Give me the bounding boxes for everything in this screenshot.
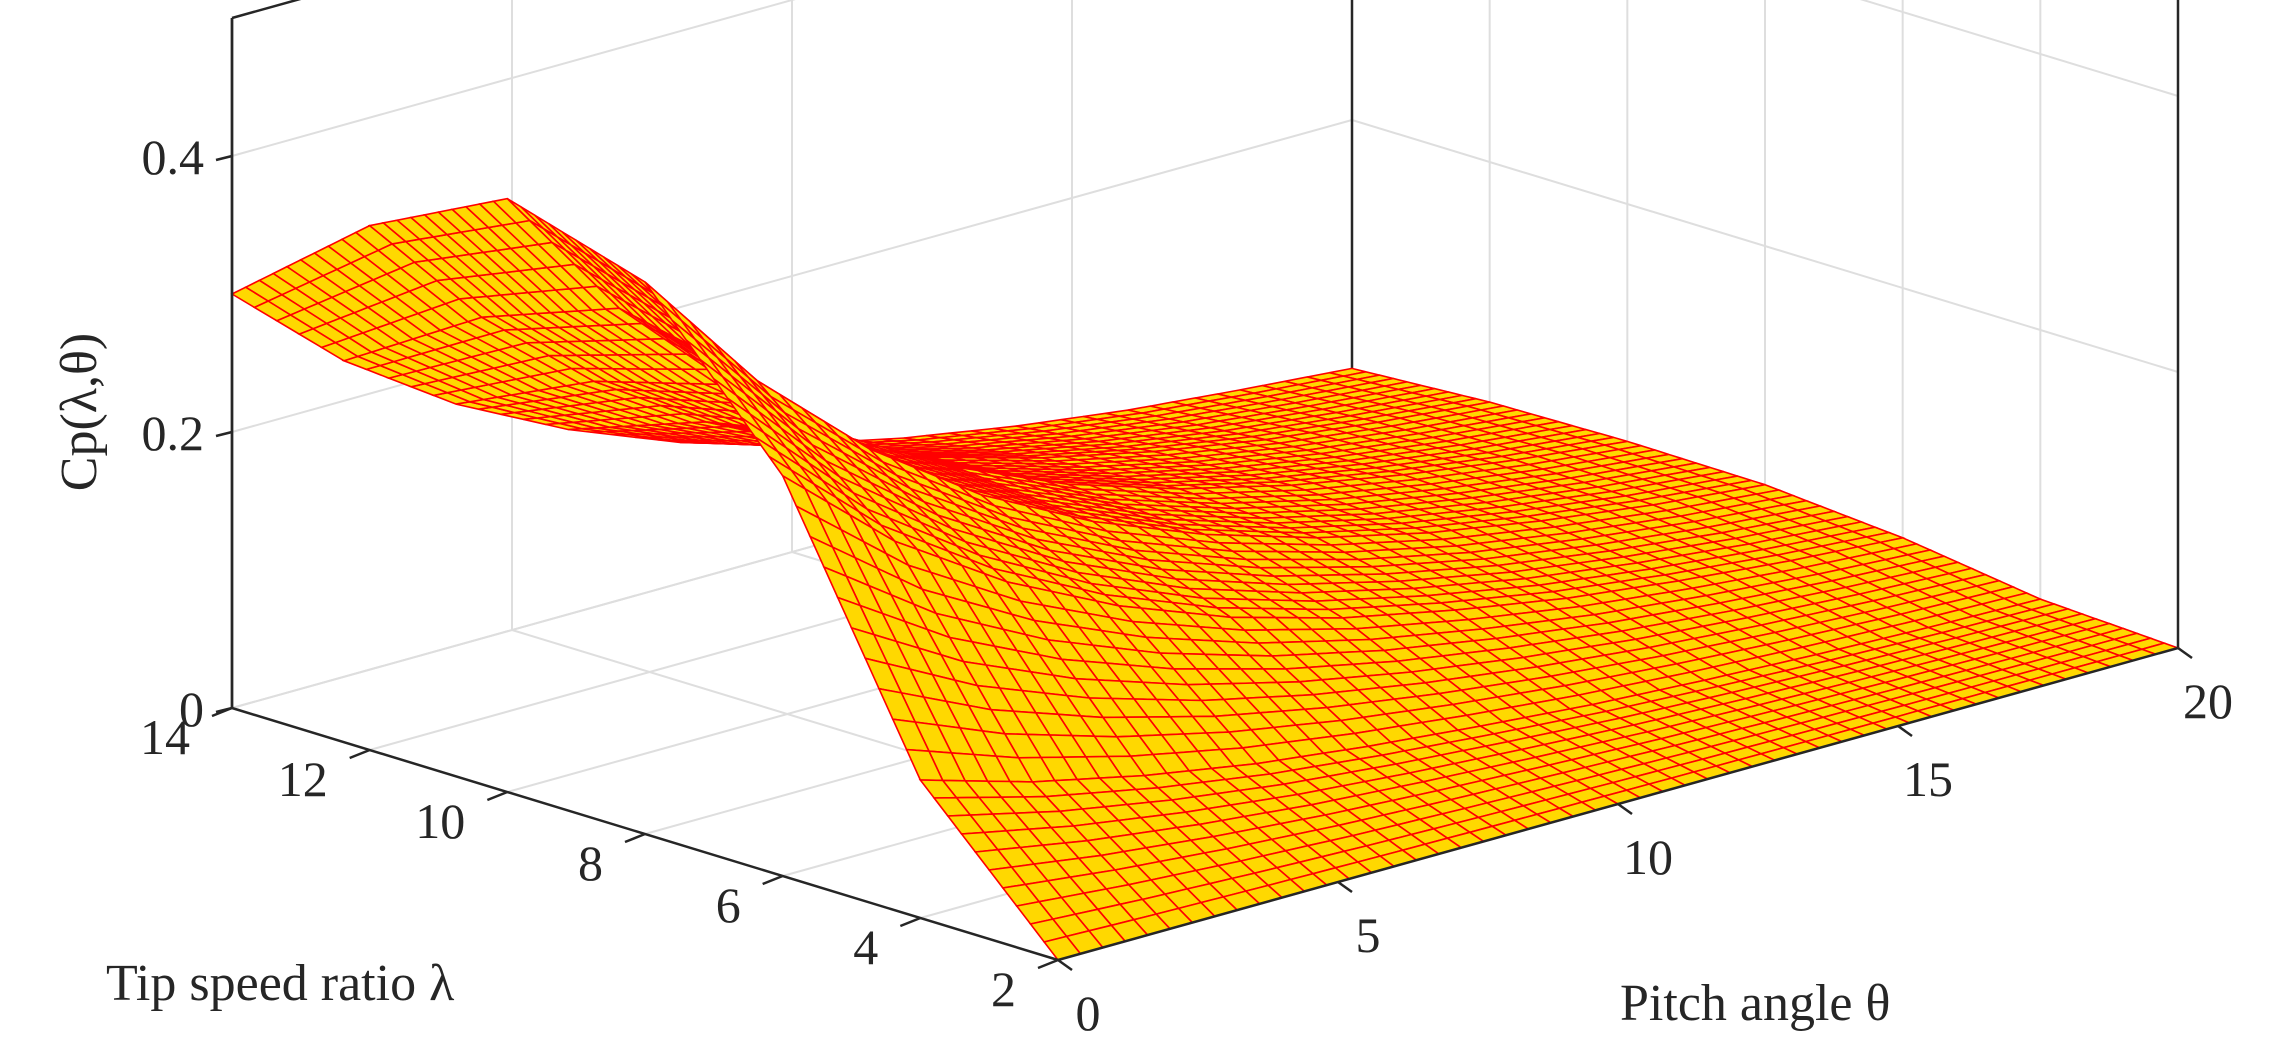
z-tick-mark bbox=[215, 430, 233, 438]
x-tick-label: 15 bbox=[1903, 751, 1953, 807]
y-tick-label: 8 bbox=[578, 835, 603, 891]
y-tick-label: 6 bbox=[716, 877, 741, 933]
y-axis-label: Tip speed ratio λ bbox=[106, 955, 454, 1012]
y-tick-label: 12 bbox=[278, 751, 328, 807]
y-tick-mark bbox=[624, 832, 646, 844]
y-tick-mark bbox=[762, 874, 784, 886]
x-axis-label: Pitch angle θ bbox=[1620, 975, 1890, 1032]
x-tick-mark bbox=[1057, 958, 1073, 972]
x-tick-mark bbox=[1337, 880, 1353, 894]
y-tick-label: 10 bbox=[415, 793, 465, 849]
grid-line-z bbox=[231, 0, 796, 157]
x-tick-label: 5 bbox=[1356, 907, 1381, 963]
y-tick-mark bbox=[349, 748, 371, 760]
y-tick-label: 14 bbox=[140, 709, 190, 765]
z-tick-label: 0 bbox=[179, 681, 204, 737]
z-tick-mark bbox=[215, 154, 233, 162]
x-tick-mark bbox=[1897, 724, 1913, 738]
front-axes bbox=[211, 18, 2193, 972]
z-axis-label: Cp(λ,θ) bbox=[51, 333, 108, 491]
x-tick-mark bbox=[2177, 646, 2193, 660]
y-tick-mark bbox=[899, 916, 921, 928]
x-tick-label: 20 bbox=[2183, 673, 2233, 729]
surface-mesh bbox=[230, 197, 2181, 961]
x-tick-label: 0 bbox=[1076, 985, 1101, 1041]
z-tick-label: 0.2 bbox=[142, 405, 205, 461]
y-tick-mark bbox=[1037, 958, 1059, 970]
y-tick-label: 2 bbox=[991, 961, 1016, 1017]
x-tick-label: 10 bbox=[1623, 829, 1673, 885]
z-tick-label: 0.4 bbox=[142, 129, 205, 185]
z-tick-mark bbox=[215, 706, 233, 714]
y-tick-mark bbox=[486, 790, 508, 802]
y-tick-label: 4 bbox=[853, 919, 878, 975]
x-tick-mark bbox=[1617, 802, 1633, 816]
